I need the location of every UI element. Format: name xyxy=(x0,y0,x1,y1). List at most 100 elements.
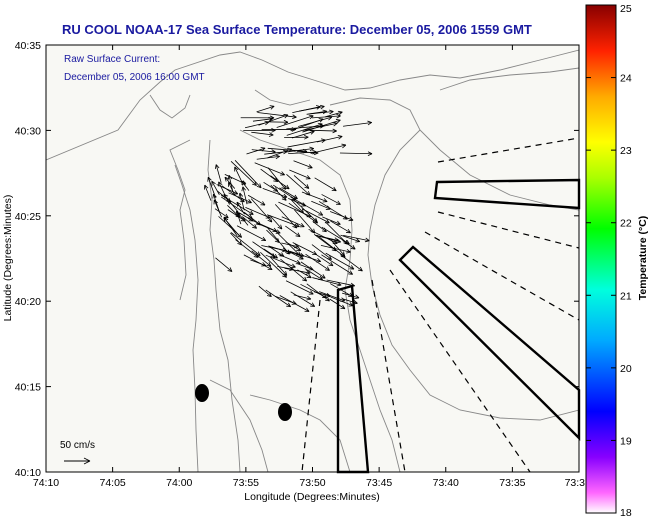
current-vector-arrow xyxy=(324,110,343,118)
colorbar-tick-label: 18 xyxy=(620,507,632,518)
current-vector-arrow xyxy=(315,253,334,267)
y-tick-label: 40:35 xyxy=(15,40,41,52)
current-vector-arrow xyxy=(306,283,330,302)
scale-arrow xyxy=(64,457,91,465)
x-tick-label: 73:3 xyxy=(565,477,586,489)
current-vector-arrow xyxy=(306,109,328,115)
current-vector-arrow xyxy=(330,220,351,234)
current-vector-arrow xyxy=(238,192,245,211)
current-vector-arrow xyxy=(245,207,271,219)
current-vector-arrow xyxy=(241,186,248,205)
current-vector-arrow xyxy=(315,234,341,244)
current-vector-arrow xyxy=(339,151,373,157)
current-vector-arrow xyxy=(290,196,324,216)
current-vector-arrow xyxy=(256,105,275,113)
colorbar-ticks: 25 24 23 22 21 20 19 18 xyxy=(586,3,632,518)
inner-coast xyxy=(169,139,191,301)
current-vector-arrow xyxy=(265,254,296,268)
current-vector-arrow xyxy=(268,214,300,228)
current-vector-arrow xyxy=(228,192,252,204)
current-vector-arrow xyxy=(212,193,221,213)
contour-4 xyxy=(439,67,579,91)
current-vector-arrow xyxy=(211,180,220,195)
current-vector-arrow xyxy=(235,239,259,258)
colorbar-tick-label: 20 xyxy=(620,363,632,375)
current-vector-arrow xyxy=(289,169,311,180)
current-vector-arrow xyxy=(277,265,294,272)
current-vector-arrow xyxy=(342,298,358,305)
current-vector-arrow xyxy=(291,130,315,139)
y-axis-ticks: 40:35 40:30 40:25 40:20 40:15 40:10 xyxy=(15,40,579,479)
current-vector-arrow xyxy=(262,188,288,199)
current-vector-arrow xyxy=(285,225,301,237)
current-vector-arrow xyxy=(250,259,267,267)
current-vector-arrow xyxy=(329,298,346,310)
x-axis-label: Longitude (Degrees:Minutes) xyxy=(244,491,379,503)
current-vector-arrow xyxy=(321,254,353,275)
current-vector-arrow xyxy=(285,241,302,252)
current-vector-arrow xyxy=(297,269,312,279)
x-tick-label: 74:00 xyxy=(166,477,192,489)
contour-9 xyxy=(254,89,311,106)
current-vector-arrow xyxy=(234,160,262,189)
current-vector-arrow xyxy=(321,194,341,205)
current-vector-arrow xyxy=(311,113,341,119)
current-label-line1: Raw Surface Current: xyxy=(64,54,160,65)
current-vector-arrow xyxy=(263,248,278,259)
current-vector-arrow xyxy=(290,199,304,214)
x-tick-label: 73:45 xyxy=(366,477,392,489)
current-vector-arrow xyxy=(224,176,236,189)
current-vector-arrow xyxy=(258,285,272,298)
current-vector-arrow xyxy=(302,208,330,224)
current-vector-arrow xyxy=(292,242,317,255)
map-title: RU COOL NOAA-17 Sea Surface Temperature:… xyxy=(62,22,532,37)
current-vector-arrow xyxy=(318,201,348,220)
current-vector-arrow xyxy=(261,245,287,253)
current-vector-arrow xyxy=(340,254,363,272)
current-vector-arrow xyxy=(286,123,325,130)
current-vector-arrow xyxy=(234,166,243,182)
current-vector-arrow xyxy=(267,148,293,159)
beam-edge xyxy=(424,231,580,321)
current-vector-arrow xyxy=(223,217,240,237)
current-vector-arrow xyxy=(300,261,326,279)
contour-3 xyxy=(329,97,579,421)
current-vector-arrow xyxy=(214,164,222,183)
current-vector-arrow xyxy=(251,250,272,267)
contour-7 xyxy=(209,379,269,472)
colorbar-tick-label: 21 xyxy=(620,290,632,302)
current-vector-arrow xyxy=(290,118,324,132)
current-vector-arrow xyxy=(292,105,321,113)
contour-1 xyxy=(207,139,241,472)
current-vector-arrow xyxy=(241,216,257,229)
current-label-line2: December 05, 2006 16:00 GMT xyxy=(64,72,205,83)
y-tick-label: 40:10 xyxy=(15,467,41,479)
current-vector-arrow xyxy=(293,175,310,189)
beam-edge xyxy=(437,211,580,249)
island-blob xyxy=(195,384,209,402)
current-vector-arrow xyxy=(215,257,233,272)
colorbar-tick-label: 24 xyxy=(620,73,632,85)
current-vector-arrow xyxy=(316,134,343,143)
current-vector-arrow xyxy=(254,162,285,176)
current-vector-arrow xyxy=(237,212,249,226)
y-tick-label: 40:20 xyxy=(15,296,41,308)
current-vectors xyxy=(204,104,373,312)
y-axis-label: Latitude (Degrees:Minutes) xyxy=(2,195,14,322)
current-vector-arrow xyxy=(320,245,351,254)
current-vector-arrow xyxy=(285,280,314,295)
plot-area xyxy=(45,44,581,474)
y-tick-label: 40:30 xyxy=(15,125,41,137)
current-vector-arrow xyxy=(258,114,289,126)
x-tick-label: 73:35 xyxy=(499,477,525,489)
colorbar-tick-label: 19 xyxy=(620,435,632,447)
current-vector-arrow xyxy=(267,119,289,125)
current-vector-arrow xyxy=(293,294,312,301)
current-vector-arrow xyxy=(279,295,310,312)
current-vector-arrow xyxy=(270,175,290,190)
current-vector-arrow xyxy=(340,234,361,243)
current-vector-arrow xyxy=(266,229,280,243)
current-vector-arrow xyxy=(236,225,267,242)
current-vector-arrow xyxy=(251,149,276,154)
y-tick-label: 40:15 xyxy=(15,382,41,394)
